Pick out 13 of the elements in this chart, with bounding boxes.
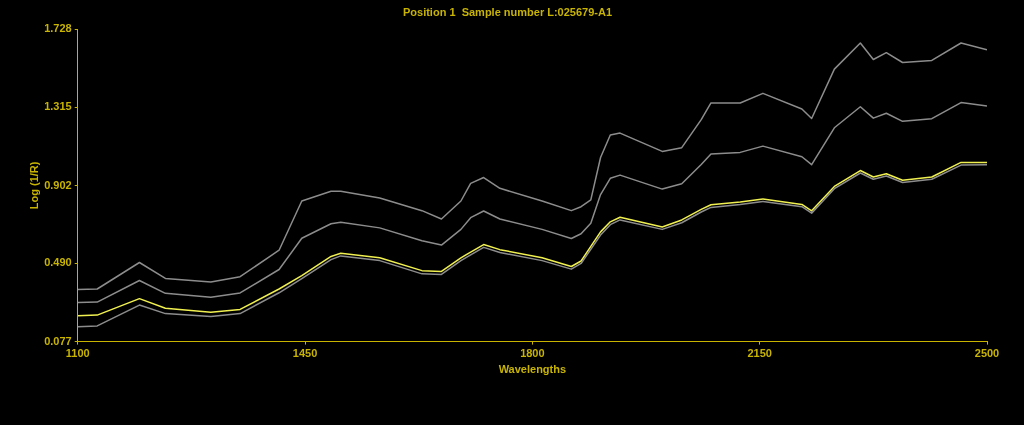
chart-title: Position 1 Sample number L:025679-A1 <box>402 5 613 18</box>
x-tick-label: 1450 <box>292 347 318 360</box>
y-tick-label: 1.315 <box>44 100 72 113</box>
y-tick-label: 0.077 <box>44 334 72 347</box>
y-tick-label: 1.728 <box>44 22 72 35</box>
y-tick-label: 0.902 <box>44 178 72 191</box>
x-tick-label: 1800 <box>520 347 545 360</box>
y-tick-label: 0.490 <box>44 256 72 269</box>
x-tick-label: 2500 <box>974 347 1000 360</box>
x-tick-label: 2150 <box>747 347 772 360</box>
y-axis-title: Log (1/R) <box>27 161 40 210</box>
x-axis-title: Wavelengths <box>498 363 567 376</box>
x-tick-label: 1100 <box>65 347 90 360</box>
